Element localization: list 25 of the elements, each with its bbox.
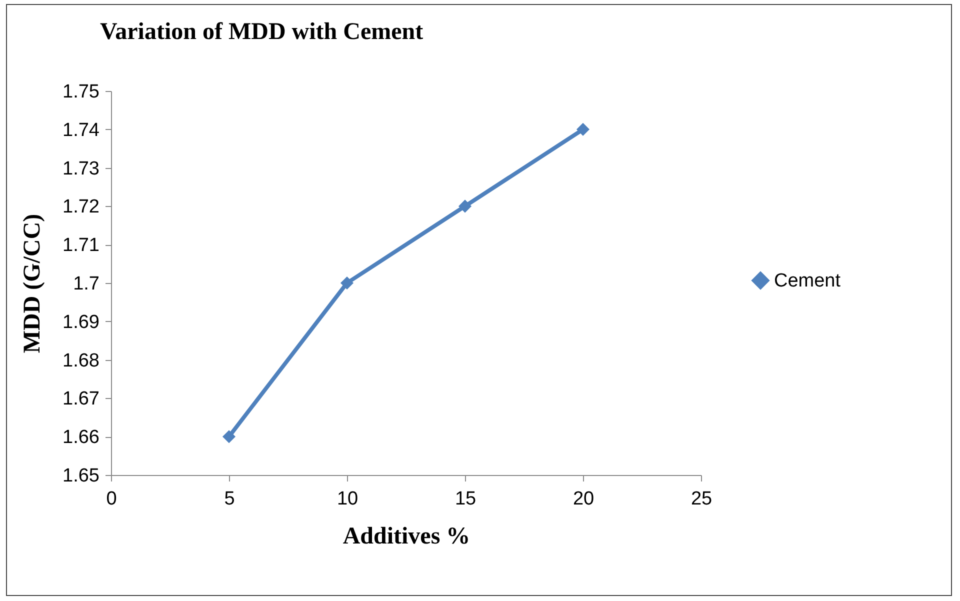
x-tick-label: 15 [454,488,476,510]
y-tick-label: 1.65 [62,466,100,486]
y-tick-label: 1.66 [62,427,100,448]
y-tick-label: 1.71 [62,235,100,256]
y-tick-label: 1.7 [73,274,100,294]
y-tick-label: 1.74 [62,120,100,141]
point [458,200,472,213]
x-tick-label: 5 [224,488,235,510]
y-tick-label: 1.72 [62,196,100,218]
y-axis-title: MDD (G/CC) [20,214,46,354]
y-tick-label: 1.69 [62,312,100,333]
y-tick-label: 1.75 [62,82,100,102]
y-tick-label: 1.67 [62,388,100,410]
y-tick-label: 1.68 [62,350,100,372]
x-tick-label: 10 [336,488,358,510]
point [340,276,354,290]
point [222,430,236,444]
x-tick-label: 25 [690,488,712,510]
legend-label: Cement [774,270,842,292]
x-tick-label: 20 [572,488,594,510]
x-tick-label: 0 [106,488,117,510]
y-tick-label: 1.73 [62,158,100,180]
x-axis-title: Additives % [342,524,470,550]
point [576,122,590,136]
chart-title: Variation of MDD with Cement [100,19,424,45]
